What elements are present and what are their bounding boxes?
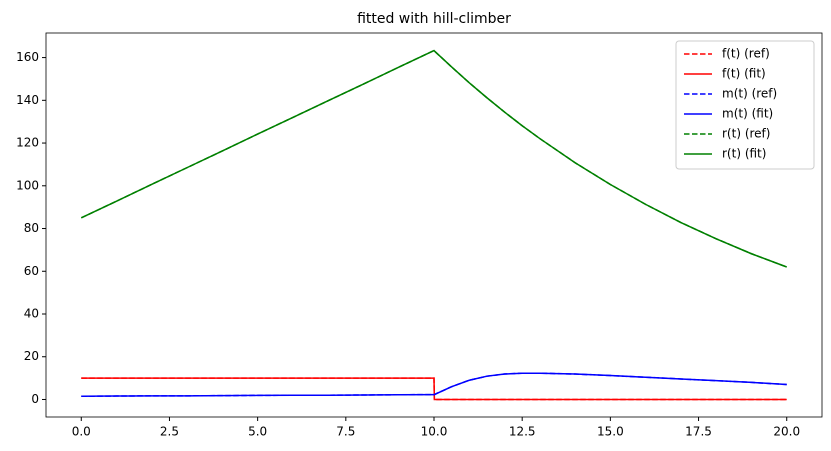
x-tick-label: 17.5 <box>685 425 712 439</box>
plot-frame <box>45 32 823 418</box>
legend-box <box>675 40 815 170</box>
series-line <box>80 49 787 268</box>
series-line <box>81 372 787 398</box>
legend-label: r(t) (ref) <box>722 127 770 141</box>
y-tick-label: 20 <box>24 349 39 363</box>
x-tick-label: 5.0 <box>248 425 267 439</box>
legend-label: r(t) (fit) <box>722 147 766 161</box>
legend-label: m(t) (ref) <box>722 87 777 101</box>
y-tick-label: 100 <box>16 178 39 192</box>
y-tick-label: 60 <box>24 264 39 278</box>
x-tick-label: 7.5 <box>336 425 355 439</box>
legend-label: f(t) (fit) <box>722 67 766 81</box>
legend-label: m(t) (fit) <box>722 107 773 121</box>
y-tick-label: 160 <box>16 50 39 64</box>
x-tick-label: 10.0 <box>421 425 448 439</box>
x-tick-label: 20.0 <box>773 425 800 439</box>
y-tick-label: 80 <box>24 221 39 235</box>
x-tick-label: 0.0 <box>72 425 91 439</box>
legend-label: f(t) (ref) <box>722 47 770 61</box>
y-tick-label: 140 <box>16 93 39 107</box>
y-tick-label: 0 <box>31 392 39 406</box>
y-tick-label: 40 <box>24 307 39 321</box>
x-tick-label: 15.0 <box>597 425 624 439</box>
x-tick-label: 12.5 <box>509 425 536 439</box>
chart-title: fitted with hill-climber <box>357 11 511 27</box>
x-tick-label: 2.5 <box>160 425 179 439</box>
y-tick-label: 120 <box>16 136 39 150</box>
series-line <box>81 377 787 401</box>
